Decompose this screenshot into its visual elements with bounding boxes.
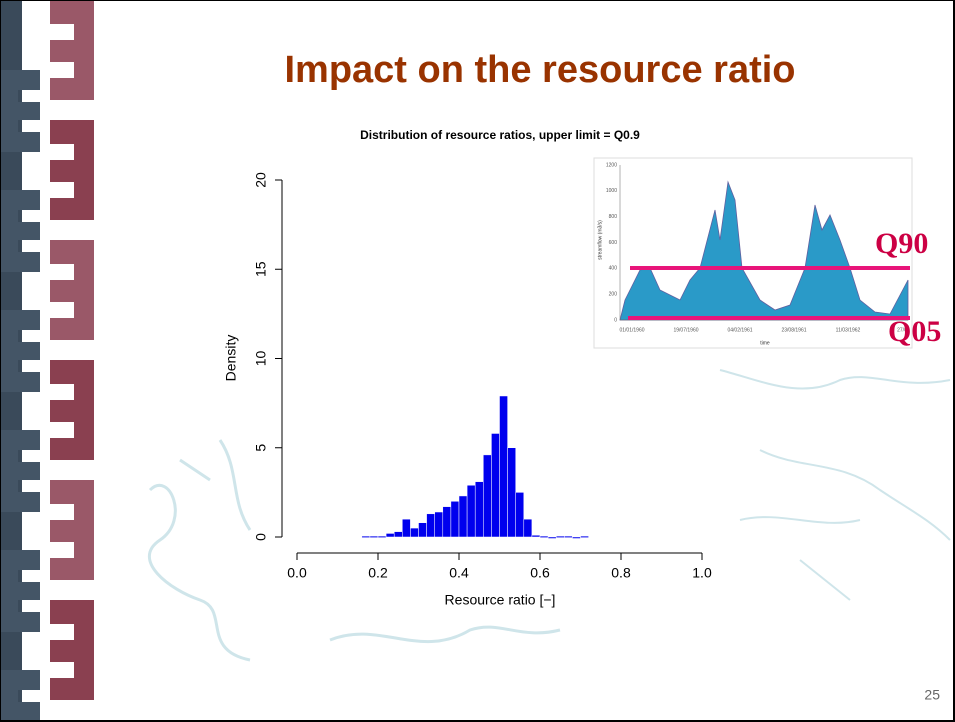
bar — [426, 513, 435, 538]
e-shape — [0, 550, 40, 632]
inset-y-tick-label: 1200 — [606, 162, 617, 168]
y-axis-label: Density — [223, 335, 239, 382]
x-tick-label: 1.0 — [692, 565, 712, 581]
bar — [507, 447, 516, 538]
e-shape — [50, 120, 94, 220]
e-shape — [0, 190, 40, 272]
bar — [572, 536, 581, 539]
inset-y-label: streamflow (m3/s) — [597, 220, 603, 260]
e-shape — [50, 360, 94, 460]
e-shape — [50, 480, 94, 580]
inset-x-tick-label: 27/0 — [897, 327, 907, 333]
bar — [434, 511, 444, 538]
bar — [580, 535, 589, 538]
inset-x-tick-label: 01/01/1960 — [619, 327, 644, 333]
inset-y-tick-label: 600 — [609, 240, 618, 246]
bar — [531, 534, 541, 538]
x-tick-label: 0.8 — [611, 565, 631, 581]
inset-streamflow — [619, 180, 909, 321]
x-tick-label: 0.6 — [530, 565, 550, 581]
q90-label: Q90 — [875, 227, 928, 260]
bar — [450, 501, 460, 538]
e-shape — [50, 0, 94, 100]
y-tick-label: 15 — [253, 261, 269, 277]
inset-x-tick-label: 11/03/1962 — [836, 327, 861, 333]
y-tick-label: 5 — [253, 444, 269, 452]
bar — [483, 454, 492, 538]
bar — [474, 481, 484, 538]
y-tick-label: 10 — [253, 351, 269, 367]
bar — [410, 527, 419, 538]
bar — [442, 506, 452, 538]
inset-x-tick-label: 04/02/1961 — [727, 327, 752, 333]
bar — [547, 536, 557, 539]
x-tick-label: 0.0 — [287, 565, 307, 581]
inset-y-tick-label: 1000 — [606, 188, 617, 194]
bar — [491, 433, 500, 538]
inset-y-tick-label: 400 — [609, 266, 618, 272]
bar — [418, 522, 427, 538]
chart: Distribution of resource ratios, upper l… — [223, 128, 712, 608]
inset: streamflow (m3/s) time 1200 1000 800 600 400… — [593, 157, 941, 349]
bar — [361, 535, 371, 538]
chart-title: Distribution of resource ratios, upper l… — [360, 128, 640, 142]
bar — [393, 531, 403, 538]
bar — [523, 518, 533, 538]
page-number: 25 — [924, 687, 940, 703]
x-axis-label: Resource ratio [−] — [445, 592, 556, 608]
inset-x-tick-label: 19/07/1960 — [673, 327, 698, 333]
inset-y-tick-label: 800 — [609, 214, 618, 220]
river-decoration — [147, 369, 951, 662]
y-tick-label: 0 — [253, 533, 269, 541]
bar — [539, 535, 549, 538]
e-shape — [50, 240, 94, 340]
q05-label: Q05 — [888, 315, 941, 348]
bar — [402, 518, 411, 538]
inset-y-tick-label: 0 — [614, 317, 617, 323]
bar — [458, 495, 468, 538]
bar — [564, 535, 573, 538]
bar — [377, 535, 387, 538]
x-tick-label: 0.2 — [368, 565, 388, 581]
e-shape — [0, 430, 40, 512]
e-shape — [0, 310, 40, 392]
x-tick-label: 0.4 — [449, 565, 469, 581]
bar — [499, 395, 508, 538]
e-shape — [0, 70, 40, 152]
y-tick-label: 20 — [253, 172, 269, 188]
bar — [369, 535, 379, 538]
inset-y-tick-label: 200 — [609, 291, 618, 297]
e-shape — [50, 600, 94, 700]
bar — [555, 535, 565, 538]
bar — [515, 492, 525, 538]
bar — [385, 533, 395, 538]
inset-x-tick-label: 23/08/1961 — [781, 327, 806, 333]
bar — [466, 484, 476, 538]
inset-x-label: time — [760, 340, 770, 346]
e-shape — [0, 670, 40, 722]
slide-title: Impact on the resource ratio — [284, 49, 795, 91]
e-pattern — [0, 0, 94, 722]
